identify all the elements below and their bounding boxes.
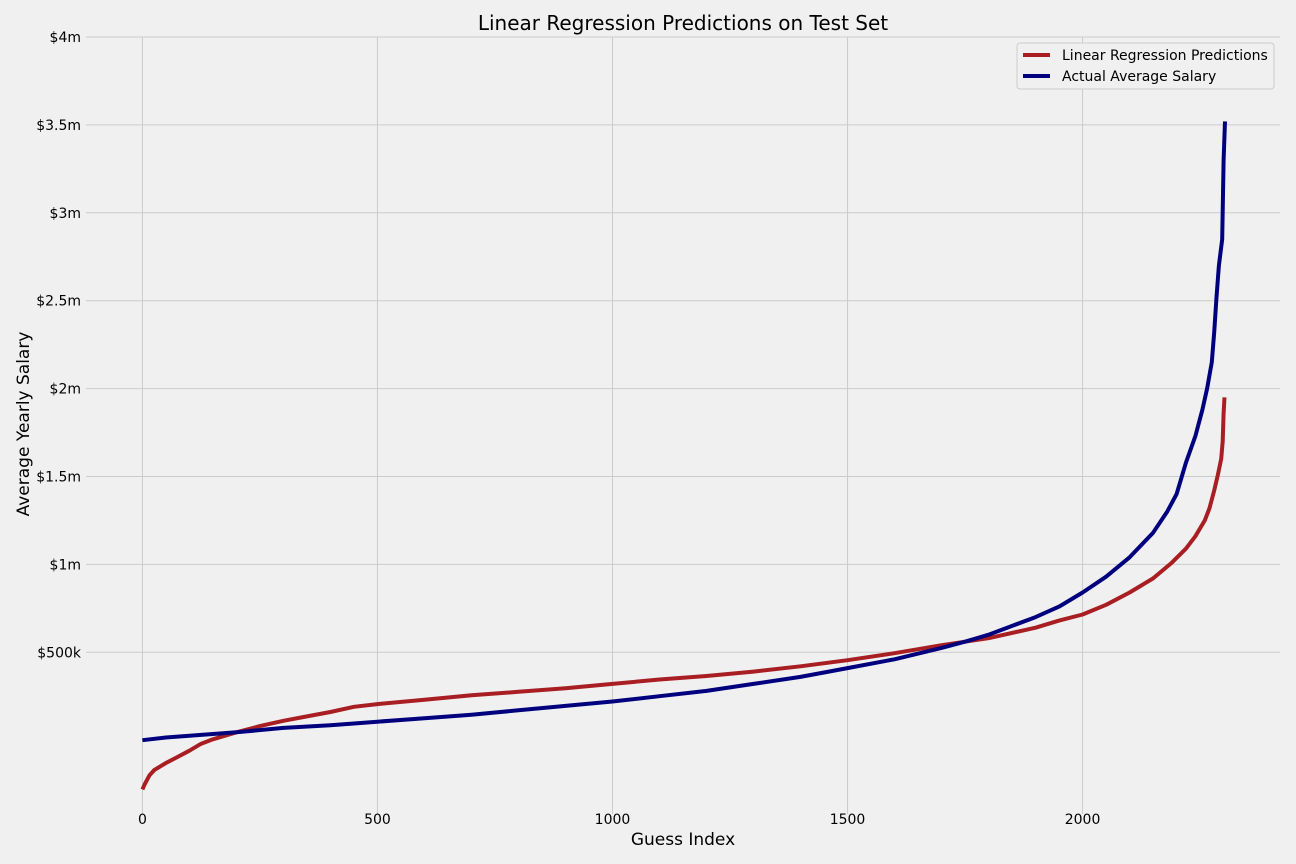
y-tick-labels: $500k $1m $1.5m $2m $2.5m $3m $3.5m $4m	[36, 30, 82, 661]
series-lines	[140, 121, 1227, 791]
series-line-1	[142, 121, 1227, 743]
x-tick-labels: 0 500 1000 1500 2000	[138, 812, 1100, 828]
y-tick-label: $1m	[50, 557, 81, 573]
y-tick-label: $4m	[50, 30, 81, 46]
y-tick-label: $2.5m	[36, 294, 81, 310]
y-tick-label: $1.5m	[36, 469, 81, 485]
y-tick-label: $3.5m	[36, 118, 81, 134]
x-tick-label: 500	[364, 812, 391, 828]
chart-title: Linear Regression Predictions on Test Se…	[478, 11, 888, 35]
legend-label-predictions: Linear Regression Predictions	[1062, 48, 1268, 64]
legend-box	[1016, 42, 1275, 90]
x-axis-title: Guess Index	[631, 830, 735, 850]
x-tick-label: 1500	[830, 812, 866, 828]
series-line-0	[140, 397, 1227, 791]
x-tick-label: 1000	[595, 812, 631, 828]
y-axis-title: Average Yearly Salary	[14, 332, 34, 517]
legend-label-actual: Actual Average Salary	[1062, 69, 1216, 85]
y-tick-label: $500k	[37, 645, 82, 661]
y-tick-label: $3m	[50, 206, 81, 222]
y-tick-label: $2m	[50, 382, 81, 398]
legend: Linear Regression Predictions Actual Ave…	[1016, 42, 1275, 90]
x-tick-label: 2000	[1065, 812, 1101, 828]
x-tick-label: 0	[138, 812, 147, 828]
grid-lines	[86, 36, 1280, 814]
